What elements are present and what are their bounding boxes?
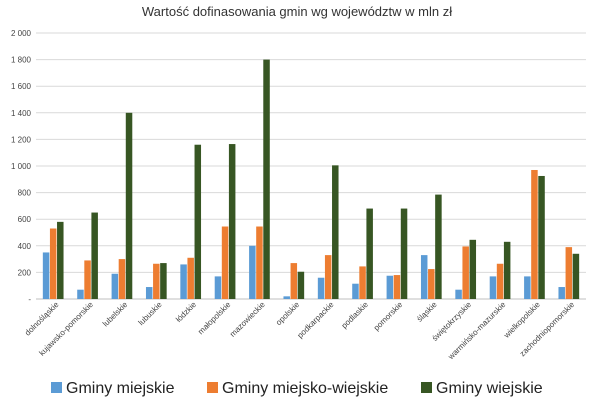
bar (565, 247, 573, 299)
y-tick-label: 800 (18, 189, 32, 198)
bar (187, 257, 194, 299)
bar (91, 212, 98, 299)
legend-swatch (207, 382, 218, 393)
bar (359, 266, 366, 299)
y-axis-tick-labels: - 200 400 600 800 1 000 1 200 1 400 1 600 1 800 2 … (11, 29, 32, 304)
category-label: warmińsko-mazurskie (446, 300, 508, 362)
bar (263, 59, 270, 299)
legend-swatch (51, 382, 62, 393)
y-tick-label: 1 400 (11, 109, 32, 118)
bar (84, 260, 91, 299)
y-tick-label: 1 800 (11, 56, 32, 65)
category-label: śląskie (415, 300, 439, 324)
y-tick-label: - (28, 295, 31, 304)
bar (324, 255, 332, 299)
bar (428, 269, 435, 299)
legend-label: Gminy miejsko-wiejskie (222, 380, 388, 397)
bar (496, 263, 504, 299)
bar (228, 144, 236, 299)
category-label: opolskie (274, 300, 302, 328)
bar (366, 208, 373, 299)
bar (531, 169, 538, 299)
bar (462, 246, 469, 299)
bar (420, 255, 428, 299)
bar (249, 245, 256, 299)
category-label: pomorskie (372, 300, 405, 333)
y-tick-label: 600 (18, 215, 32, 224)
legend-label: Gminy wiejskie (436, 380, 543, 397)
legend: Gminy miejskie Gminy miejsko-wiejskie Gmin… (51, 380, 543, 397)
bar (214, 276, 222, 299)
bar (352, 283, 359, 299)
category-label: podlaskie (340, 300, 371, 331)
grid-lines (36, 32, 586, 300)
category-label: małopolskie (196, 300, 233, 337)
y-tick-label: 2 000 (11, 29, 32, 38)
category-label: lubelskie (101, 300, 130, 329)
bar (524, 276, 531, 299)
category-label: podkarpackie (296, 300, 336, 340)
bar (77, 289, 84, 299)
y-tick-label: 1 200 (11, 135, 32, 144)
bar (153, 263, 160, 299)
bar (469, 239, 477, 299)
bar (111, 273, 119, 299)
bar (256, 226, 263, 299)
legend-label: Gminy miejskie (66, 380, 175, 397)
bar (297, 271, 305, 299)
bar (57, 221, 64, 299)
bar (489, 276, 497, 299)
bar (194, 144, 202, 299)
bar (455, 289, 462, 299)
bar (290, 263, 298, 299)
bar (221, 226, 229, 299)
y-tick-label: 1 000 (11, 162, 32, 171)
bar (180, 264, 187, 299)
bar (393, 275, 401, 299)
bar (118, 259, 126, 299)
bars (42, 59, 580, 299)
y-tick-label: 1 600 (11, 82, 32, 91)
y-tick-label: 400 (18, 242, 32, 251)
category-label: dolnośląskie (23, 300, 61, 338)
bar (145, 287, 153, 299)
legend-swatch (421, 382, 432, 393)
category-label: lubuskie (137, 300, 165, 328)
bar (283, 296, 290, 299)
category-label: mazowieckie (228, 300, 267, 339)
bar (572, 253, 580, 299)
chart-title: Wartość dofinasowania gmin wg województw… (142, 4, 452, 19)
category-label: łódzkie (174, 300, 198, 324)
bar (538, 175, 545, 299)
bar (332, 165, 339, 299)
bar (160, 263, 167, 299)
y-tick-label: 200 (18, 268, 32, 277)
bar (400, 208, 408, 299)
bar (435, 194, 442, 299)
bar (49, 228, 57, 299)
bar (125, 112, 133, 299)
bar (317, 277, 325, 299)
bar (558, 287, 565, 299)
bar (386, 275, 394, 299)
bar (503, 241, 511, 299)
bar (42, 252, 50, 299)
